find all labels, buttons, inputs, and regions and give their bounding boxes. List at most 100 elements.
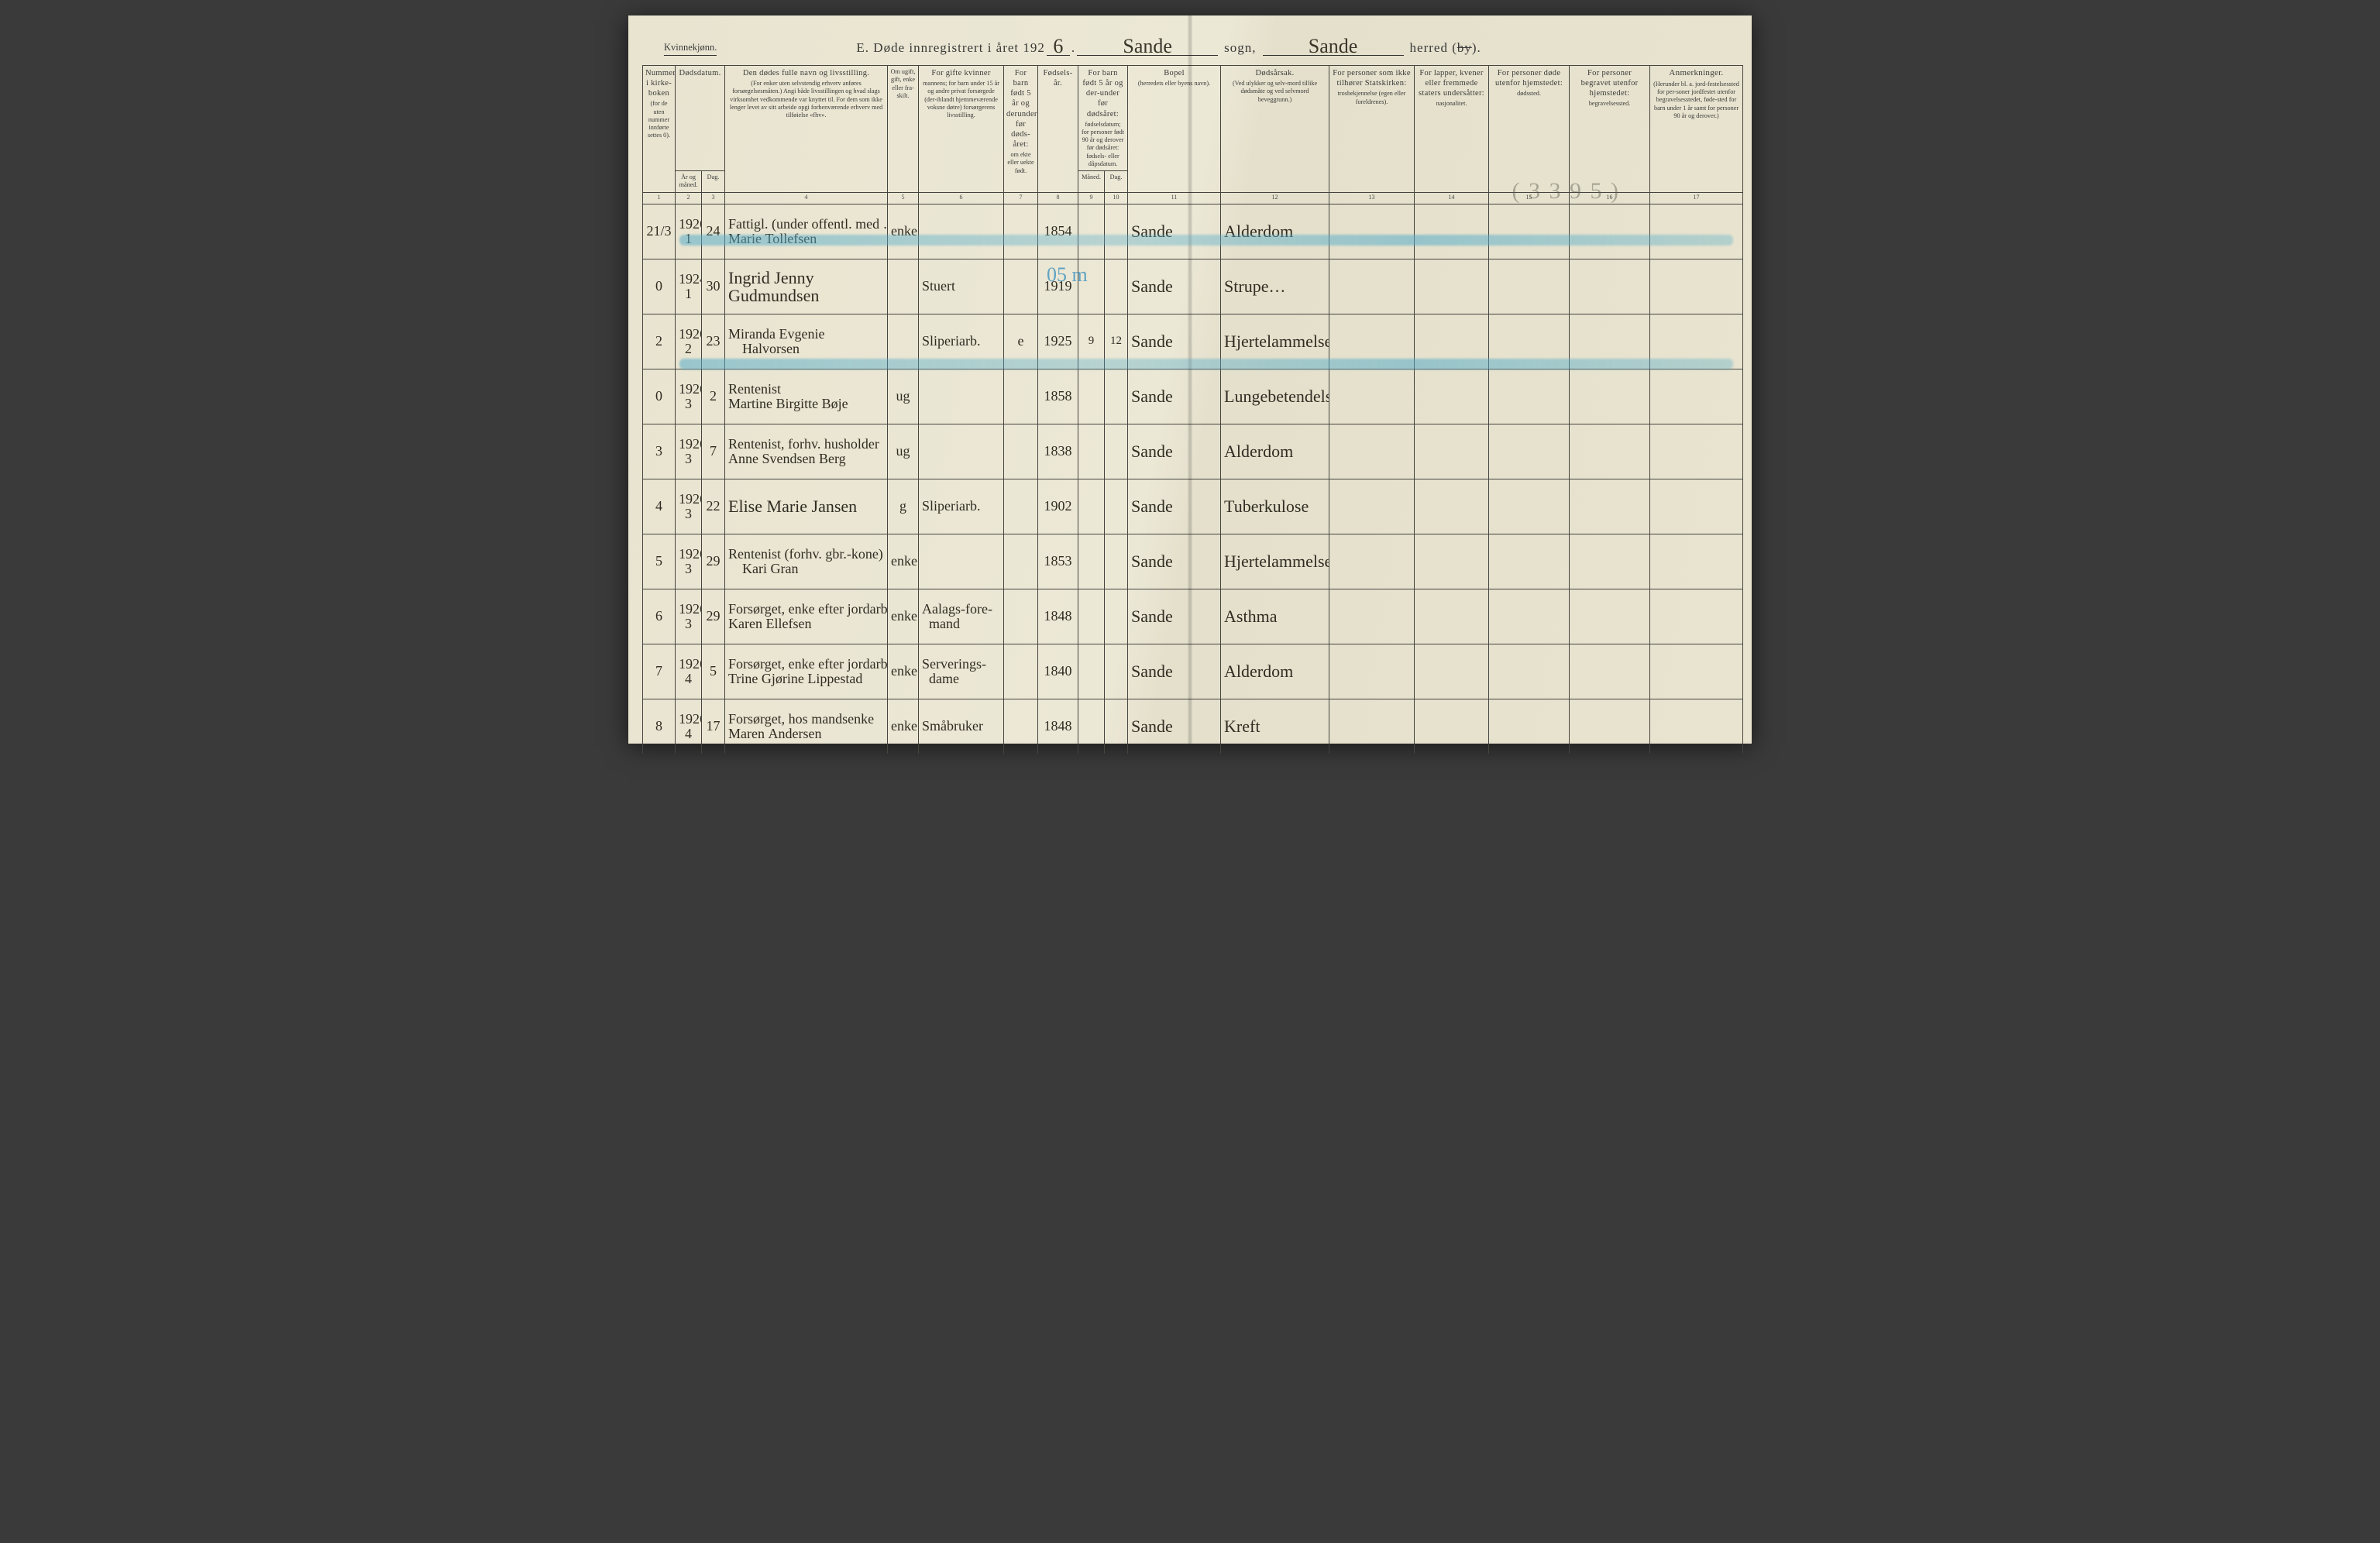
table-cell [1329,259,1415,314]
table-cell: 19241 [676,259,702,314]
table-row: 7192645Forsørget, enke efter jordarb.Tri… [643,644,1743,699]
table-cell [1004,699,1038,754]
table-cell [1415,424,1489,479]
table-cell [1004,369,1038,424]
col-navn: Den dødes fulle navn og livsstilling.(Fo… [725,66,888,193]
herred-label: herred (by). [1410,40,1481,56]
title-period: . [1071,40,1075,56]
table-cell: Sande [1128,424,1221,479]
table-cell [1570,644,1650,699]
table-cell [1078,534,1105,589]
table-cell [1650,369,1743,424]
table-cell: enke [888,534,919,589]
table-cell: enke [888,204,919,259]
table-row: 01924130Ingrid Jenny GudmundsenStuert191… [643,259,1743,314]
table-cell: Strupe… [1221,259,1329,314]
table-cell [1489,369,1570,424]
table-cell [1329,424,1415,479]
table-cell: Alderdom [1221,424,1329,479]
col-nasj: For lapper, kvener eller fremmede stater… [1415,66,1489,193]
table-cell: 1840 [1038,644,1078,699]
column-number: 12 [1221,192,1329,204]
table-cell: Miranda Evgenie Halvorsen [725,314,888,369]
table-cell [1105,424,1128,479]
table-cell: 1925 [1038,314,1078,369]
table-cell: 30 [702,259,725,314]
table-cell [1570,534,1650,589]
table-cell [1489,204,1570,259]
table-cell: 19264 [676,699,702,754]
table-cell [1329,204,1415,259]
table-cell: 1848 [1038,589,1078,644]
table-cell: ug [888,369,919,424]
table-cell [1105,204,1128,259]
table-cell [1650,424,1743,479]
col-dodsaarsak: Dødsårsak.(Ved ulykker og selv-mord till… [1221,66,1329,193]
table-cell: Fattigl. (under offentl. med …)Marie Tol… [725,204,888,259]
table-cell: 8 [643,699,676,754]
table-cell [1004,534,1038,589]
table-cell: 3 [643,424,676,479]
table-cell [1329,479,1415,534]
table-cell [1489,314,1570,369]
table-cell: 17 [702,699,725,754]
table-cell [1650,644,1743,699]
table-cell [1105,479,1128,534]
table-cell [1415,699,1489,754]
table-cell: Stuert [919,259,1004,314]
table-cell: 1858 [1038,369,1078,424]
table-cell [919,204,1004,259]
table-cell: Sande [1128,259,1221,314]
column-number: 14 [1415,192,1489,204]
table-cell: Sliperiarb. [919,314,1004,369]
table-row: 3192637Rentenist, forhv. husholderAnne S… [643,424,1743,479]
table-cell [1105,259,1128,314]
table-cell: 9 [1078,314,1105,369]
col-dag: Dag. [702,171,725,193]
table-cell: 5 [702,644,725,699]
table-cell: e [1004,314,1038,369]
table-cell [1004,424,1038,479]
table-cell: Alderdom [1221,204,1329,259]
ledger-head: Nummer i kirke-boken(for de uten nummer … [643,66,1743,193]
col-bm: Måned. [1078,171,1105,193]
table-cell [1329,534,1415,589]
table-cell [1078,589,1105,644]
table-cell: 1854 [1038,204,1078,259]
table-cell [1004,479,1038,534]
table-cell [1329,314,1415,369]
table-cell [1105,644,1128,699]
table-cell [1105,699,1128,754]
table-cell [1570,204,1650,259]
table-cell [1415,589,1489,644]
table-cell: 24 [702,204,725,259]
table-cell: Asthma [1221,589,1329,644]
table-cell: Lungebetendelse [1221,369,1329,424]
column-number-row: 1234567891011121314151617 [643,192,1743,204]
table-cell [1489,259,1570,314]
table-cell: Sande [1128,589,1221,644]
table-cell: Serverings- dame [919,644,1004,699]
table-cell: 19264 [676,644,702,699]
table-cell [919,534,1004,589]
table-cell [1105,589,1128,644]
table-cell: Alderdom [1221,644,1329,699]
table-cell [1489,534,1570,589]
ledger-page: Kvinnekjønn. E. Døde innregistrert i åre… [628,15,1752,744]
column-number: 8 [1038,192,1078,204]
table-cell [1415,644,1489,699]
column-number: 3 [702,192,725,204]
table-cell: enke [888,589,919,644]
table-cell: g [888,479,919,534]
column-number: 15 [1489,192,1570,204]
table-cell: 4 [643,479,676,534]
table-cell [1004,644,1038,699]
table-cell: enke [888,699,919,754]
table-row: 51926329Rentenist (forhv. gbr.-kone) Kar… [643,534,1743,589]
table-cell [1329,589,1415,644]
title-block: E. Døde innregistrert i året 192 6 . San… [856,39,1481,56]
table-cell [1415,479,1489,534]
gender-label: Kvinnekjønn. [664,42,717,56]
table-cell: Sande [1128,479,1221,534]
table-cell [1570,259,1650,314]
